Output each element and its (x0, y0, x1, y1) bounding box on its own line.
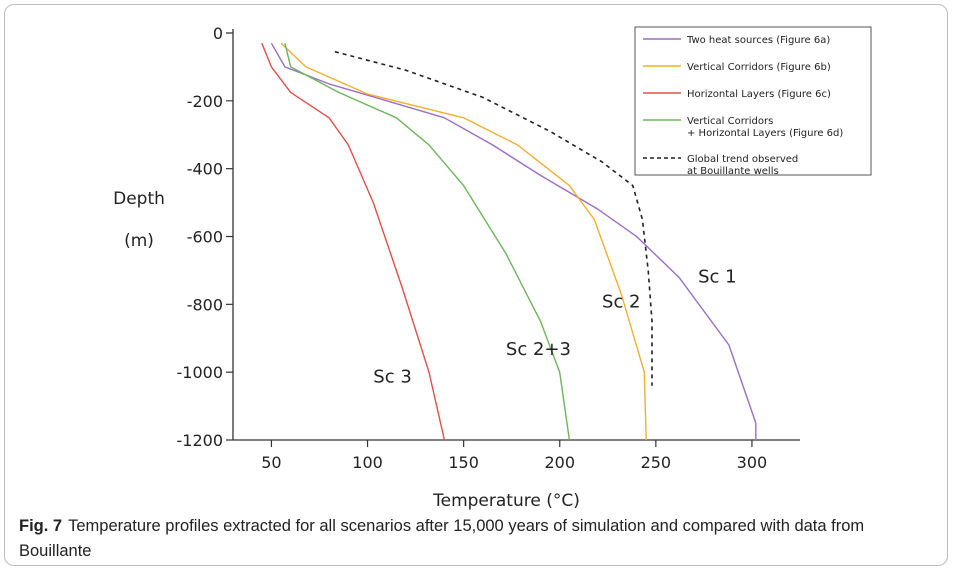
legend-label: Two heat sources (Figure 6a) (686, 35, 830, 46)
figure-caption: Fig. 7 Temperature profiles extracted for… (19, 514, 939, 564)
legend-label: at Bouillante wells (687, 166, 779, 177)
scenario-label: Sc 2+3 (506, 339, 571, 360)
x-tick-label: 100 (352, 453, 383, 472)
series-line (334, 50, 653, 386)
series-line (284, 43, 571, 441)
legend-label: Horizontal Layers (Figure 6c) (687, 89, 831, 100)
series-line (261, 42, 446, 441)
figure-frame: 50 100 150 200 250 300 0 -200 -400 -600 -800 -1000 -… (4, 4, 948, 566)
legend-label: Global trend observed (687, 154, 798, 165)
legend-label: Vertical Corridors (687, 116, 773, 127)
scenario-label: Sc 3 (373, 366, 412, 387)
y-tick-label: 0 (213, 24, 223, 43)
legend-label: + Horizontal Layers (Figure 6d) (687, 128, 843, 139)
legend: Two heat sources (Figure 6a) Vertical Cor… (634, 26, 872, 177)
caption-label: Fig. 7 (19, 517, 63, 535)
legend-label: Vertical Corridors (Figure 6b) (687, 62, 831, 73)
scenario-label: Sc 2 (602, 292, 641, 313)
x-tick-label: 50 (261, 453, 281, 472)
scenario-label: Sc 1 (698, 266, 737, 287)
series-line (270, 42, 757, 440)
y-tick-label: -800 (187, 295, 223, 314)
temperature-profile-chart: 50 100 150 200 250 300 0 -200 -400 -600 -800 -1000 -… (113, 24, 872, 510)
y-axis-label: Depth (113, 189, 165, 209)
caption-text: Temperature profiles extracted for all s… (19, 517, 865, 560)
y-tick-label: -1200 (177, 431, 224, 450)
series-line (280, 42, 647, 441)
y-tick-label: -400 (187, 160, 223, 179)
y-tick-label: -600 (187, 228, 223, 247)
x-tick-label: 150 (448, 453, 479, 472)
x-tick-label: 200 (544, 453, 575, 472)
x-axis-label: Temperature (°C) (432, 491, 580, 510)
x-tick-label: 250 (641, 453, 672, 472)
x-tick-label: 300 (737, 453, 768, 472)
legend-box (634, 26, 872, 176)
y-tick-label: -200 (187, 92, 223, 111)
y-axis-unit-label: (m) (124, 231, 154, 251)
y-tick-label: -1000 (177, 363, 224, 382)
